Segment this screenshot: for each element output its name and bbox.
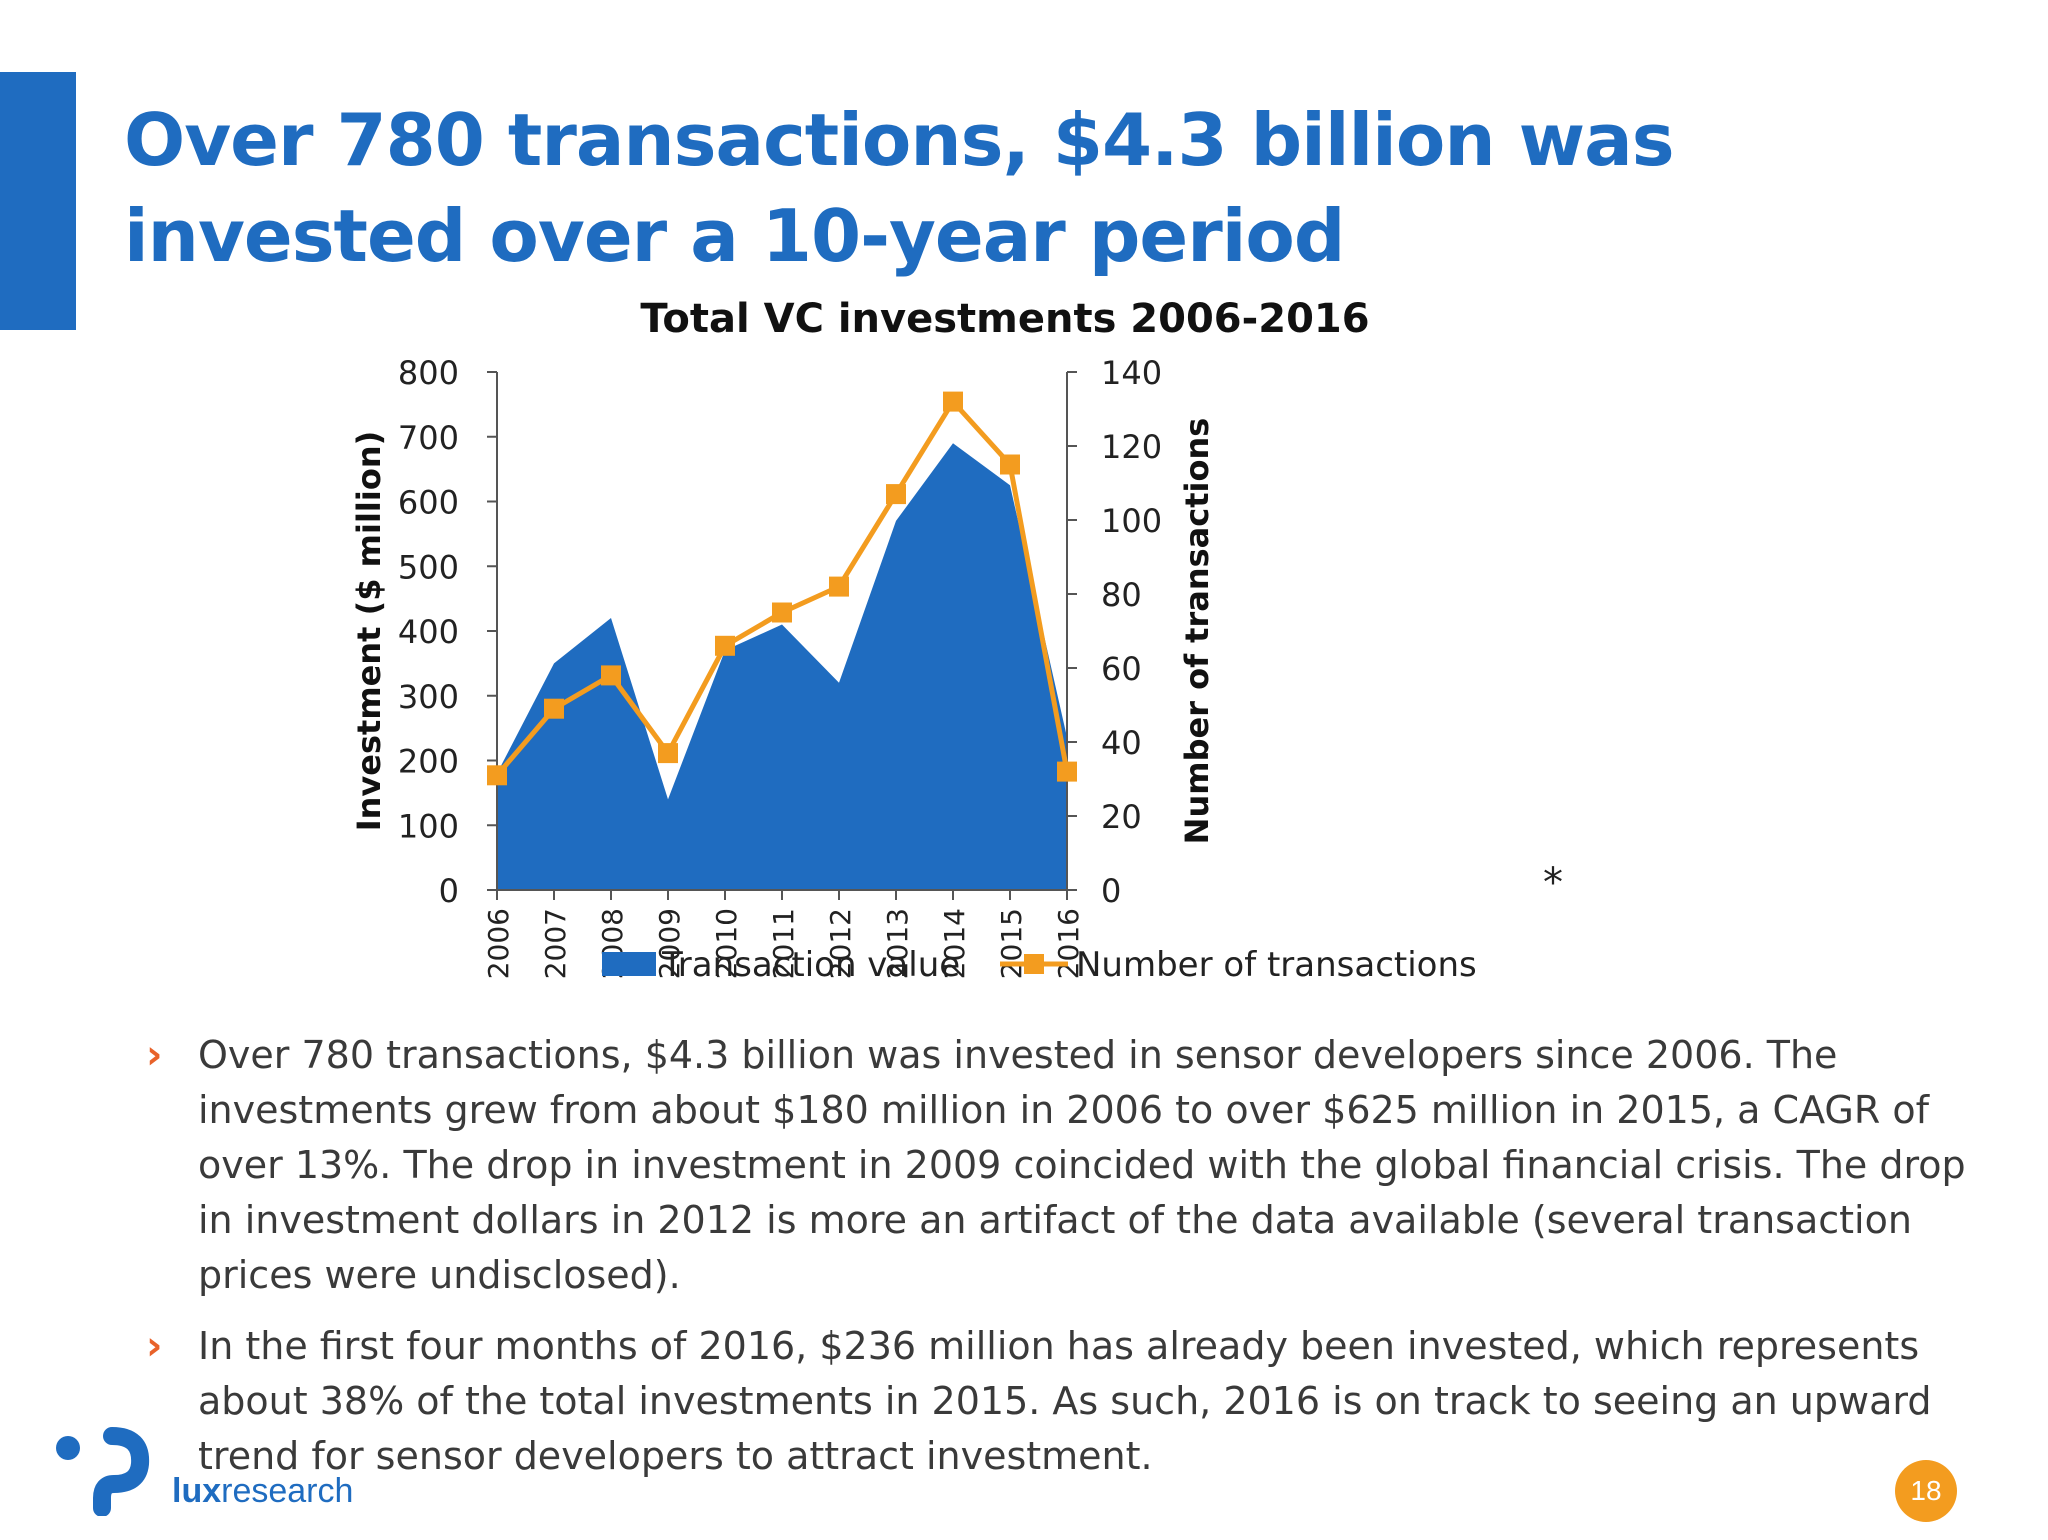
y2-tick-label: 140	[1101, 354, 1162, 392]
x-tick-label: 2009	[653, 908, 686, 979]
x-tick-label: 2013	[881, 908, 914, 979]
y-tick-label: 400	[398, 613, 459, 651]
legend-swatch-marker	[1024, 954, 1044, 974]
series-point-marker	[772, 602, 792, 623]
y-axis-title: Investment ($ million)	[350, 431, 388, 832]
series-point-marker	[658, 743, 678, 764]
legend-label: Transaction value	[661, 945, 960, 985]
bullet-item: › Over 780 transactions, $4.3 billion wa…	[140, 1028, 1980, 1303]
y-tick-label: 600	[398, 484, 459, 522]
y2-tick-label: 80	[1101, 576, 1142, 614]
x-tick-label: 2012	[824, 908, 857, 979]
series-area-transaction-value	[497, 443, 1067, 890]
footnote-mark: *	[1543, 860, 1563, 906]
bullet-item: › In the first four months of 2016, $236…	[140, 1319, 1980, 1484]
legend-label: Number of transactions	[1076, 945, 1477, 985]
y-tick-label: 0	[439, 872, 459, 910]
y2-tick-label: 120	[1101, 428, 1162, 466]
series-point-marker	[544, 698, 564, 719]
legend-swatch-area	[602, 952, 656, 976]
chevron-right-icon: ›	[146, 1032, 163, 1078]
y-tick-label: 700	[398, 419, 459, 457]
x-tick-label: 2010	[710, 908, 743, 979]
y2-tick-label: 20	[1101, 798, 1142, 836]
y2-axis-title: Number of transactions	[1178, 418, 1216, 845]
y-tick-label: 200	[398, 743, 459, 781]
series-point-marker	[1000, 454, 1020, 475]
y2-tick-label: 100	[1101, 502, 1162, 540]
x-tick-label: 2007	[539, 908, 572, 979]
y-tick-label: 300	[398, 678, 459, 716]
page-number-badge: 18	[1895, 1460, 1957, 1522]
series-point-marker	[487, 765, 507, 786]
bullet-text: Over 780 transactions, $4.3 billion was …	[198, 1033, 1966, 1297]
x-tick-label: 2016	[1052, 908, 1085, 979]
series-point-marker	[1057, 761, 1077, 782]
chart-title: Total VC investments 2006-2016	[640, 296, 1369, 342]
series-point-marker	[943, 391, 963, 412]
y2-tick-label: 40	[1101, 724, 1142, 762]
y2-tick-label: 0	[1101, 872, 1121, 910]
luxresearch-logo: luxresearch	[50, 1426, 370, 1516]
logo-wordmark: luxresearch	[172, 1472, 354, 1510]
bullet-list: › Over 780 transactions, $4.3 billion wa…	[140, 1028, 1980, 1500]
bullet-text: In the first four months of 2016, $236 m…	[198, 1324, 1932, 1478]
chevron-right-icon: ›	[146, 1323, 163, 1369]
series-point-marker	[715, 635, 735, 656]
y2-tick-label: 60	[1101, 650, 1142, 688]
y-tick-label: 500	[398, 548, 459, 586]
y-tick-label: 800	[398, 354, 459, 392]
x-tick-label: 2011	[767, 908, 800, 979]
series-point-marker	[886, 484, 906, 505]
x-tick-label: 2014	[938, 908, 971, 979]
y-tick-label: 100	[398, 807, 459, 845]
x-tick-label: 2015	[995, 908, 1028, 979]
x-tick-label: 2006	[482, 908, 515, 979]
slide-title: Over 780 transactions, $4.3 billion was …	[124, 98, 1675, 278]
title-accent-bar	[0, 72, 76, 330]
series-point-marker	[601, 665, 621, 686]
series-point-marker	[829, 576, 849, 597]
lux-logo-icon	[56, 1427, 150, 1516]
